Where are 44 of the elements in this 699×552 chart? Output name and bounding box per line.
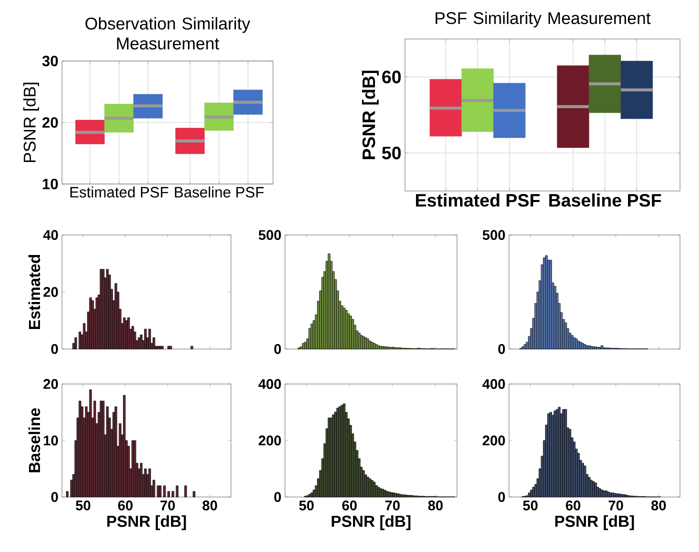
x-tick-label: Estimated PSF [70, 186, 168, 198]
y-tick-label: 10 [42, 178, 58, 190]
x-tick-label: Baseline PSF [549, 194, 662, 207]
y-tick-label: 500 [258, 230, 281, 240]
x-axis-title: PSNR [dB] [555, 515, 634, 530]
y-tick-label: 200 [482, 436, 505, 446]
y-axis-title: Baseline [28, 408, 40, 472]
y-axis-title: PSNR [dB] [362, 70, 379, 160]
x-tick-label: 70 [160, 500, 175, 510]
y-tick-label: 200 [258, 436, 281, 446]
x-tick-label: 80 [651, 500, 666, 510]
y-tick-label: 0 [51, 344, 58, 354]
x-tick-label: 50 [299, 500, 314, 510]
x-tick-label: 60 [566, 500, 580, 510]
x-axis-title: PSNR [dB] [107, 515, 186, 530]
x-tick-label: 70 [385, 500, 400, 510]
y-tick-label: 0 [274, 492, 281, 502]
y-tick-label: 0 [274, 344, 281, 354]
x-tick-label: Estimated PSF [416, 194, 540, 207]
y-tick-label: 20 [43, 287, 58, 297]
x-tick-label: 60 [118, 500, 133, 510]
x-axis-title: PSNR [dB] [332, 515, 410, 530]
chart-title: PSF Similarity Measurement [436, 12, 651, 28]
y-tick-label: 0 [51, 492, 58, 502]
y-tick-label: 20 [43, 379, 58, 389]
x-tick-label: 50 [76, 500, 90, 510]
x-tick-label: 80 [202, 500, 218, 510]
y-tick-label: 30 [42, 56, 58, 66]
x-tick-label: Baseline PSF [174, 186, 264, 198]
y-tick-label: 40 [43, 230, 58, 240]
x-tick-label: 70 [608, 500, 624, 510]
y-tick-label: 0 [498, 344, 505, 354]
y-tick-label: 20 [42, 117, 58, 128]
y-tick-label: 400 [482, 379, 505, 389]
x-tick-label: 80 [428, 500, 443, 510]
y-tick-label: 10 [44, 436, 58, 446]
y-axis-title: PSNR [dB] [23, 82, 40, 162]
y-tick-label: 500 [482, 230, 505, 240]
chart-title: Observation Similarity Measurement [85, 17, 250, 50]
y-tick-label: 400 [258, 379, 281, 389]
y-axis-title: Estimated [28, 254, 40, 330]
y-tick-label: 0 [498, 492, 505, 502]
x-tick-label: 60 [342, 500, 357, 510]
x-tick-label: 50 [523, 500, 538, 510]
